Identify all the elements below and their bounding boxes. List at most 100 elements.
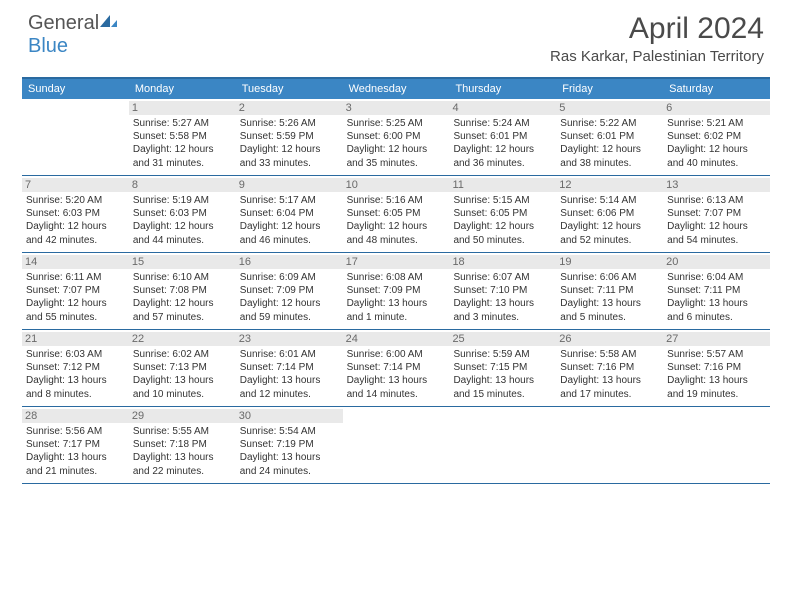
day-cell: 13 Sunrise: 6:13 AMSunset: 7:07 PMDayligh… [663, 176, 770, 252]
day-info: Sunrise: 5:14 AMSunset: 6:06 PMDaylight:… [560, 194, 659, 247]
day-info: Sunrise: 6:00 AMSunset: 7:14 PMDaylight:… [347, 348, 446, 401]
dow-header: Friday [556, 79, 663, 99]
week-row: 1 Sunrise: 5:27 AMSunset: 5:58 PMDaylight… [22, 99, 770, 176]
day-number: 11 [449, 178, 556, 192]
day-cell [343, 407, 450, 483]
day-cell: 23 Sunrise: 6:01 AMSunset: 7:14 PMDayligh… [236, 330, 343, 406]
day-cell [663, 407, 770, 483]
day-cell [22, 99, 129, 175]
page-subtitle: Ras Karkar, Palestinian Territory [550, 48, 764, 65]
day-info: Sunrise: 5:26 AMSunset: 5:59 PMDaylight:… [240, 117, 339, 170]
day-cell: 21 Sunrise: 6:03 AMSunset: 7:12 PMDayligh… [22, 330, 129, 406]
day-cell [449, 407, 556, 483]
day-number: 3 [343, 101, 450, 115]
dow-header: Saturday [663, 79, 770, 99]
header: GeneralBlue April 2024 Ras Karkar, Pales… [0, 0, 792, 71]
day-number: 20 [663, 255, 770, 269]
day-info: Sunrise: 6:10 AMSunset: 7:08 PMDaylight:… [133, 271, 232, 324]
day-number: 23 [236, 332, 343, 346]
day-cell: 27Sunrise: 5:57 AMSunset: 7:16 PMDayligh… [663, 330, 770, 406]
day-number: 21 [22, 332, 129, 346]
calendar: SundayMondayTuesdayWednesdayThursdayFrid… [22, 77, 770, 484]
day-number: 25 [449, 332, 556, 346]
day-number: 9 [236, 178, 343, 192]
dow-header: Tuesday [236, 79, 343, 99]
day-number: 5 [556, 101, 663, 115]
week-row: 14 Sunrise: 6:11 AMSunset: 7:07 PMDayligh… [22, 253, 770, 330]
day-number: 24 [343, 332, 450, 346]
dow-header: Wednesday [343, 79, 450, 99]
day-cell: 14 Sunrise: 6:11 AMSunset: 7:07 PMDayligh… [22, 253, 129, 329]
day-number: 12 [556, 178, 663, 192]
day-cell: 11 Sunrise: 5:15 AMSunset: 6:05 PMDayligh… [449, 176, 556, 252]
day-cell: 18 Sunrise: 6:07 AMSunset: 7:10 PMDayligh… [449, 253, 556, 329]
day-info: Sunrise: 6:04 AMSunset: 7:11 PMDaylight:… [667, 271, 766, 324]
day-info: Sunrise: 5:16 AMSunset: 6:05 PMDaylight:… [347, 194, 446, 247]
day-info: Sunrise: 5:56 AMSunset: 7:17 PMDaylight:… [26, 425, 125, 478]
day-cell: 9 Sunrise: 5:17 AMSunset: 6:04 PMDaylight… [236, 176, 343, 252]
day-number: 22 [129, 332, 236, 346]
day-number: 6 [663, 101, 770, 115]
dow-header: Thursday [449, 79, 556, 99]
day-info: Sunrise: 5:15 AMSunset: 6:05 PMDaylight:… [453, 194, 552, 247]
day-cell: 30Sunrise: 5:54 AMSunset: 7:19 PMDayligh… [236, 407, 343, 483]
day-cell: 25 Sunrise: 5:59 AMSunset: 7:15 PMDayligh… [449, 330, 556, 406]
day-number: 27 [663, 332, 770, 346]
day-cell: 2 Sunrise: 5:26 AMSunset: 5:59 PMDaylight… [236, 99, 343, 175]
day-number: 16 [236, 255, 343, 269]
day-cell: 1 Sunrise: 5:27 AMSunset: 5:58 PMDaylight… [129, 99, 236, 175]
day-cell: 5Sunrise: 5:22 AMSunset: 6:01 PMDaylight… [556, 99, 663, 175]
week-row: 7 Sunrise: 5:20 AMSunset: 6:03 PMDaylight… [22, 176, 770, 253]
day-number: 28 [22, 409, 129, 423]
day-info: Sunrise: 5:20 AMSunset: 6:03 PMDaylight:… [26, 194, 125, 247]
day-info: Sunrise: 6:02 AMSunset: 7:13 PMDaylight:… [133, 348, 232, 401]
day-number: 8 [129, 178, 236, 192]
day-number: 7 [22, 178, 129, 192]
day-number: 18 [449, 255, 556, 269]
day-cell: 24 Sunrise: 6:00 AMSunset: 7:14 PMDayligh… [343, 330, 450, 406]
day-info: Sunrise: 5:17 AMSunset: 6:04 PMDaylight:… [240, 194, 339, 247]
day-number: 1 [129, 101, 236, 115]
day-cell: 10Sunrise: 5:16 AMSunset: 6:05 PMDayligh… [343, 176, 450, 252]
day-info: Sunrise: 6:07 AMSunset: 7:10 PMDaylight:… [453, 271, 552, 324]
day-info: Sunrise: 6:03 AMSunset: 7:12 PMDaylight:… [26, 348, 125, 401]
day-number: 2 [236, 101, 343, 115]
day-info: Sunrise: 6:11 AMSunset: 7:07 PMDaylight:… [26, 271, 125, 324]
day-number: 15 [129, 255, 236, 269]
day-number: 30 [236, 409, 343, 423]
day-cell: 28 Sunrise: 5:56 AMSunset: 7:17 PMDayligh… [22, 407, 129, 483]
day-cell: 8Sunrise: 5:19 AMSunset: 6:03 PMDaylight… [129, 176, 236, 252]
day-info: Sunrise: 6:08 AMSunset: 7:09 PMDaylight:… [347, 271, 446, 324]
day-number: 29 [129, 409, 236, 423]
logo-text-1: General [28, 12, 99, 34]
day-cell: 19Sunrise: 6:06 AMSunset: 7:11 PMDayligh… [556, 253, 663, 329]
day-cell [556, 407, 663, 483]
day-cell: 16 Sunrise: 6:09 AMSunset: 7:09 PMDayligh… [236, 253, 343, 329]
day-number: 26 [556, 332, 663, 346]
day-cell: 17Sunrise: 6:08 AMSunset: 7:09 PMDayligh… [343, 253, 450, 329]
day-info: Sunrise: 5:58 AMSunset: 7:16 PMDaylight:… [560, 348, 659, 401]
day-cell: 4Sunrise: 5:24 AMSunset: 6:01 PMDaylight… [449, 99, 556, 175]
day-info: Sunrise: 6:13 AMSunset: 7:07 PMDaylight:… [667, 194, 766, 247]
day-cell: 3Sunrise: 5:25 AMSunset: 6:00 PMDaylight… [343, 99, 450, 175]
day-info: Sunrise: 5:24 AMSunset: 6:01 PMDaylight:… [453, 117, 552, 170]
day-info: Sunrise: 5:21 AMSunset: 6:02 PMDaylight:… [667, 117, 766, 170]
day-number: 13 [663, 178, 770, 192]
logo-sail-icon [99, 12, 119, 35]
dow-header: Sunday [22, 79, 129, 99]
day-info: Sunrise: 5:55 AMSunset: 7:18 PMDaylight:… [133, 425, 232, 478]
week-row: 21 Sunrise: 6:03 AMSunset: 7:12 PMDayligh… [22, 330, 770, 407]
day-number: 19 [556, 255, 663, 269]
logo-text-2: Blue [28, 35, 68, 57]
day-cell: 22 Sunrise: 6:02 AMSunset: 7:13 PMDayligh… [129, 330, 236, 406]
day-info: Sunrise: 5:59 AMSunset: 7:15 PMDaylight:… [453, 348, 552, 401]
day-info: Sunrise: 6:01 AMSunset: 7:14 PMDaylight:… [240, 348, 339, 401]
logo-text: GeneralBlue [28, 12, 119, 58]
dow-header: Monday [129, 79, 236, 99]
day-info: Sunrise: 5:27 AMSunset: 5:58 PMDaylight:… [133, 117, 232, 170]
day-info: Sunrise: 6:09 AMSunset: 7:09 PMDaylight:… [240, 271, 339, 324]
day-number: 14 [22, 255, 129, 269]
week-row: 28 Sunrise: 5:56 AMSunset: 7:17 PMDayligh… [22, 407, 770, 484]
day-cell: 29 Sunrise: 5:55 AMSunset: 7:18 PMDayligh… [129, 407, 236, 483]
day-cell: 12 Sunrise: 5:14 AMSunset: 6:06 PMDayligh… [556, 176, 663, 252]
